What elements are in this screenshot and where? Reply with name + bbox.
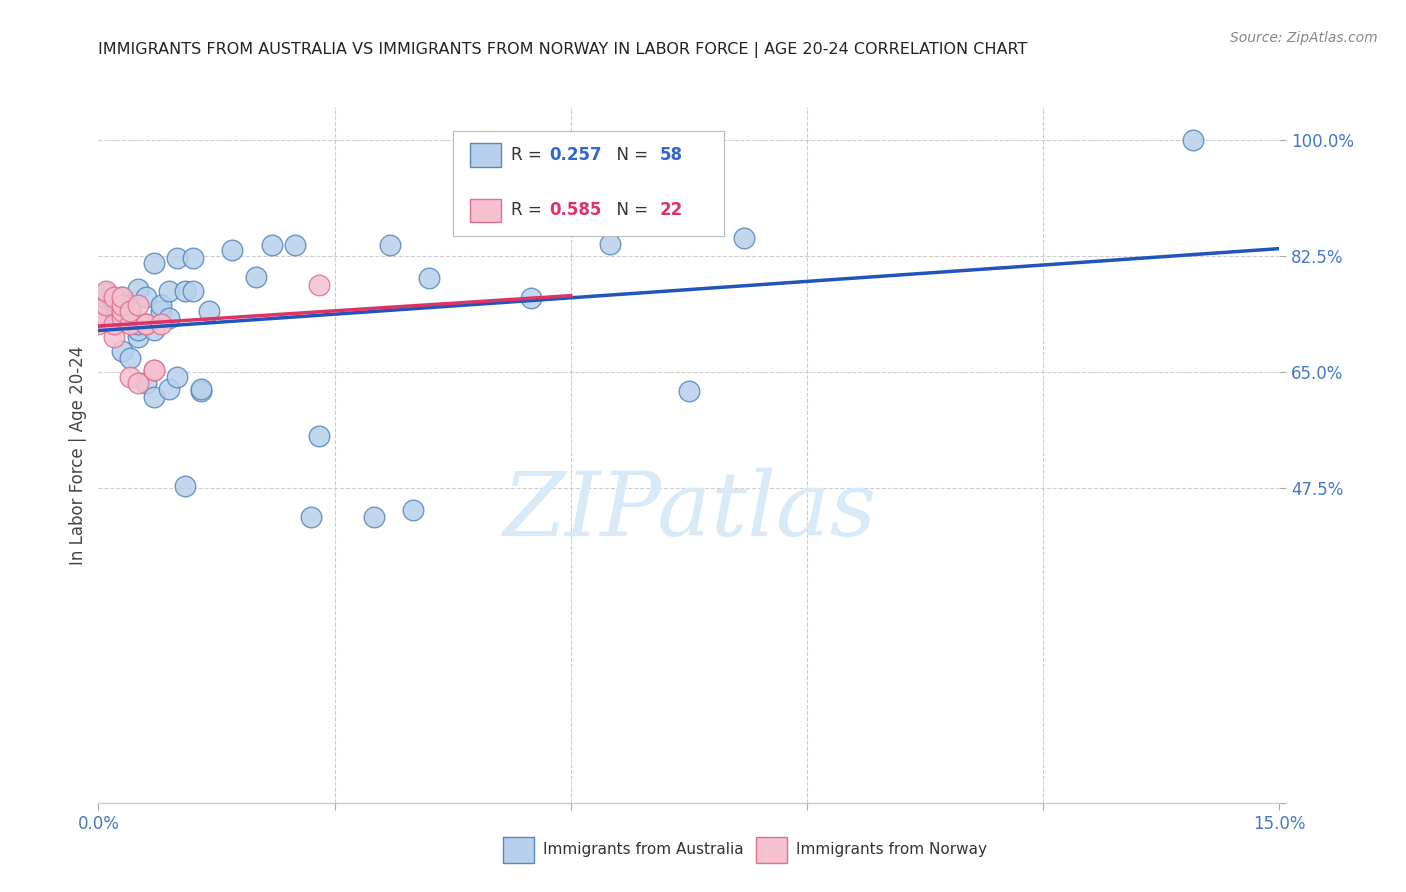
Point (96, 285, 118, 300)
Point (111, 297, 134, 311)
Point (118, 297, 141, 311)
Point (284, 238, 307, 252)
Point (1181, 133, 1204, 147)
Text: N =: N = (606, 202, 654, 219)
Text: ZIPatlas: ZIPatlas (502, 467, 876, 554)
Point (520, 291, 543, 305)
Point (111, 304, 134, 318)
Point (127, 330, 149, 344)
Point (96, 291, 118, 305)
Text: Immigrants from Australia: Immigrants from Australia (543, 842, 744, 857)
Y-axis label: In Labor Force | Age 20-24: In Labor Force | Age 20-24 (69, 345, 87, 565)
Point (174, 284, 197, 298)
Point (96, 299, 118, 313)
Point (111, 290, 134, 304)
Point (111, 343, 134, 358)
Point (103, 299, 125, 313)
Point (197, 304, 219, 318)
Point (135, 317, 157, 331)
Point (111, 297, 134, 311)
Point (142, 323, 165, 337)
Point (150, 304, 173, 318)
Point (733, 230, 755, 244)
Point (118, 351, 141, 365)
Point (142, 363, 165, 377)
Point (150, 297, 173, 311)
Text: 58: 58 (659, 146, 682, 164)
FancyBboxPatch shape (453, 131, 724, 235)
Point (111, 310, 134, 324)
Point (118, 317, 141, 331)
Point (87, 317, 110, 331)
Point (221, 243, 243, 257)
Text: N =: N = (606, 146, 654, 164)
Point (87, 310, 110, 324)
Point (103, 294, 125, 309)
Point (103, 292, 125, 306)
Point (142, 390, 165, 404)
Point (166, 369, 188, 384)
Point (599, 237, 621, 252)
Point (103, 297, 125, 311)
Text: 0.585: 0.585 (550, 202, 602, 219)
Point (363, 509, 385, 524)
Point (103, 290, 125, 304)
Point (190, 382, 212, 396)
Point (135, 290, 157, 304)
Point (166, 251, 188, 265)
Point (103, 317, 125, 331)
Point (103, 310, 125, 324)
Text: R =: R = (510, 146, 547, 164)
Point (127, 376, 149, 391)
Point (118, 304, 141, 318)
Text: IMMIGRANTS FROM AUSTRALIA VS IMMIGRANTS FROM NORWAY IN LABOR FORCE | AGE 20-24 C: IMMIGRANTS FROM AUSTRALIA VS IMMIGRANTS … (98, 42, 1028, 58)
Point (245, 270, 267, 285)
Point (135, 317, 157, 331)
Point (103, 291, 125, 305)
Point (87, 297, 110, 311)
Text: 22: 22 (659, 202, 683, 219)
Point (135, 376, 157, 391)
Point (111, 304, 134, 318)
Point (127, 282, 149, 296)
Point (181, 251, 204, 265)
Point (308, 429, 330, 443)
Point (118, 369, 141, 384)
Point (118, 304, 141, 318)
Point (111, 300, 134, 314)
Point (135, 318, 157, 332)
FancyBboxPatch shape (471, 199, 501, 222)
Text: R =: R = (510, 202, 547, 219)
Point (181, 284, 204, 298)
Point (96, 297, 118, 311)
Point (260, 238, 283, 252)
Point (678, 384, 700, 398)
Point (157, 311, 180, 326)
Text: Source: ZipAtlas.com: Source: ZipAtlas.com (1230, 31, 1378, 45)
Point (299, 509, 322, 524)
Point (127, 317, 149, 331)
Point (142, 256, 165, 270)
Point (157, 382, 180, 396)
Point (402, 503, 425, 517)
Point (418, 271, 440, 285)
Text: 0.257: 0.257 (550, 146, 602, 164)
Point (103, 304, 125, 318)
Point (150, 317, 173, 331)
Point (157, 284, 180, 298)
Point (111, 290, 134, 304)
Point (378, 238, 401, 252)
Point (190, 384, 212, 398)
Point (96, 284, 118, 298)
Text: Immigrants from Norway: Immigrants from Norway (796, 842, 987, 857)
Point (103, 330, 125, 344)
FancyBboxPatch shape (471, 144, 501, 167)
Point (127, 297, 149, 311)
Point (308, 277, 330, 292)
Point (174, 479, 197, 493)
Point (142, 363, 165, 377)
Point (127, 323, 149, 337)
